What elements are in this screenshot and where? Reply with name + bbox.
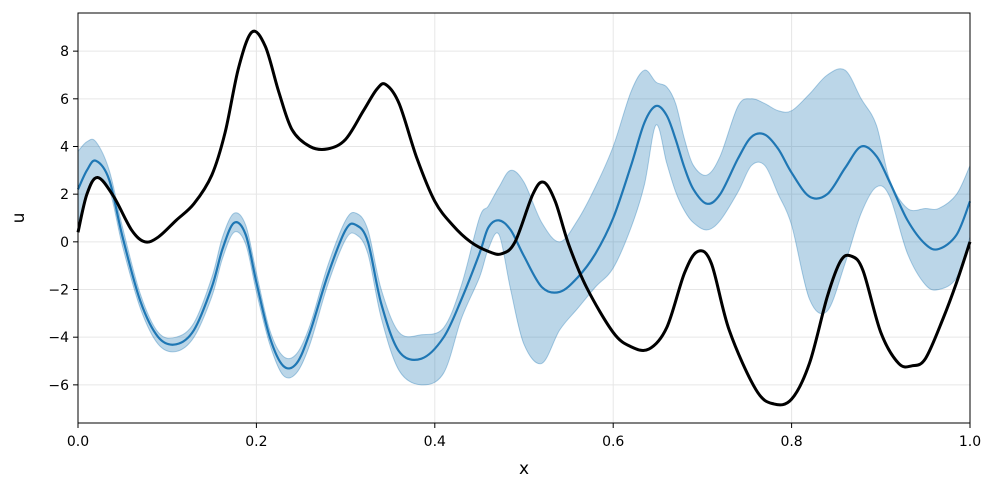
y-tick-label: 6 — [60, 92, 69, 108]
y-tick-label: −2 — [48, 283, 69, 299]
y-tick-label: −4 — [48, 330, 69, 346]
x-tick-label: 1.0 — [959, 434, 981, 450]
y-axis-ticks: −6 −4 −2 0 2 4 6 8 — [48, 44, 78, 394]
series-true-function — [76, 29, 972, 407]
x-axis-ticks: 0.0 0.2 0.4 0.6 0.8 1.0 — [67, 423, 981, 450]
y-axis-label: u — [9, 213, 29, 224]
y-tick-label: 0 — [60, 235, 69, 251]
plot-frame — [77, 12, 971, 424]
x-tick-label: 0.6 — [602, 434, 624, 450]
y-tick-label: −6 — [48, 378, 69, 394]
y-tick-label: 8 — [60, 44, 69, 60]
x-tick-label: 0.4 — [424, 434, 446, 450]
x-axis-label: x — [519, 459, 529, 479]
y-tick-label: 2 — [60, 187, 69, 203]
x-tick-label: 0.2 — [245, 434, 267, 450]
y-tick-label: 4 — [60, 139, 69, 155]
x-tick-label: 0.8 — [780, 434, 802, 450]
x-tick-label: 0.0 — [67, 434, 89, 450]
